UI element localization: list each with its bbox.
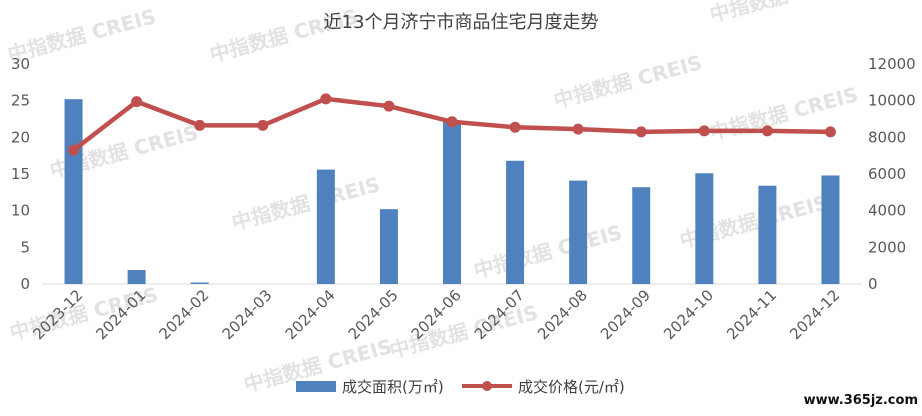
price-point (194, 119, 206, 131)
watermark-text: 中指数据 CREIS (707, 0, 861, 27)
y-left-tick-label: 25 (11, 92, 30, 110)
bar (443, 121, 461, 284)
bar (316, 169, 335, 284)
y-left-tick-label: 30 (11, 55, 30, 73)
bar (821, 175, 840, 284)
chart-title: 近13个月济宁市商品住宅月度走势 (324, 12, 599, 33)
y-right-tick-label: 2000 (868, 238, 906, 256)
y-left-tick-label: 5 (20, 238, 30, 256)
price-point (257, 119, 269, 131)
price-point (572, 123, 584, 135)
legend-line-marker (482, 381, 492, 391)
legend-bar-swatch (296, 381, 336, 392)
bar (506, 160, 525, 284)
y-right-tick-label: 6000 (868, 165, 906, 183)
y-right-tick-label: 10000 (868, 92, 916, 110)
x-tick-label: 2024-04 (282, 286, 339, 343)
y-right-tick-label: 8000 (868, 128, 906, 146)
price-point (131, 96, 143, 108)
bar (569, 180, 588, 284)
y-left-tick-label: 15 (11, 165, 30, 183)
bar (379, 209, 398, 284)
x-tick-label: 2024-10 (660, 286, 717, 343)
bar (758, 185, 777, 284)
price-point (509, 121, 521, 133)
legend-bar-label: 成交面积(万㎡) (342, 378, 444, 396)
x-tick-label: 2024-12 (786, 286, 843, 343)
bar (127, 270, 146, 284)
bar (632, 187, 651, 284)
y-right-tick-label: 4000 (868, 202, 906, 220)
x-tick-label: 2024-11 (723, 286, 780, 343)
y-left-tick-label: 20 (11, 128, 30, 146)
watermark-text: 中指数据 CREIS (551, 50, 705, 113)
x-tick-label: 2024-08 (534, 286, 591, 343)
line-layer (68, 93, 836, 156)
x-tick-label: 2024-09 (597, 286, 654, 343)
price-point (320, 93, 332, 105)
price-point (761, 125, 773, 137)
watermark-text: 中指数据 CREIS (471, 220, 625, 283)
bar (190, 282, 209, 284)
price-point (383, 100, 395, 112)
y-right-tick-label: 12000 (868, 55, 916, 73)
price-point (824, 126, 836, 138)
price-point (635, 126, 647, 138)
watermark-text: 中指数据 CREIS (229, 172, 383, 235)
price-point (68, 144, 80, 156)
y-right-tick-label: 0 (868, 275, 878, 293)
legend: 成交面积(万㎡) 成交价格(元/㎡) (296, 378, 625, 396)
bar (64, 99, 83, 284)
price-point (698, 125, 710, 137)
bars-layer (64, 99, 840, 284)
bar (695, 173, 714, 284)
corner-site-text: www.365jz.com (804, 393, 918, 408)
y-left-tick-label: 0 (20, 275, 30, 293)
axes-layer: 0 5 10 15 20 25 30 0 2000 4000 6000 8000 10000 12000 2… (11, 55, 916, 343)
legend-line-label: 成交价格(元/㎡) (518, 378, 625, 396)
x-tick-label: 2024-05 (345, 286, 402, 343)
x-tick-label: 2024-02 (155, 286, 212, 343)
watermark-text: 中指数据 CREIS (707, 82, 861, 145)
x-tick-label: 2024-03 (219, 286, 276, 343)
price-point (446, 116, 458, 128)
y-left-tick-label: 10 (11, 202, 30, 220)
